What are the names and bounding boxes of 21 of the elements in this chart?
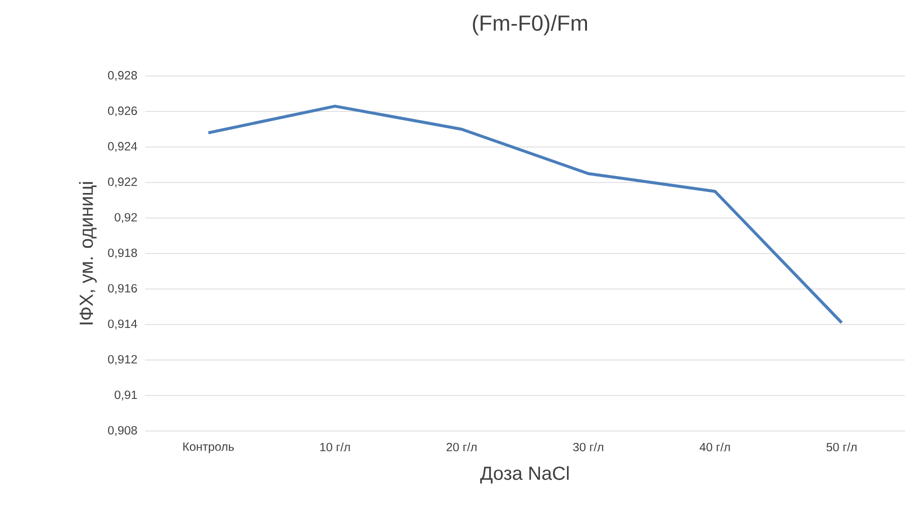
x-tick-label: Контроль bbox=[183, 442, 234, 454]
y-tick-label: 0,908 bbox=[108, 426, 137, 436]
chart-title: (Fm-F0)/Fm bbox=[472, 14, 587, 36]
y-tick-label: 0,912 bbox=[108, 355, 137, 365]
line-series bbox=[206, 104, 844, 324]
y-tick-label: 0,916 bbox=[108, 284, 137, 294]
y-tick-label: 0,926 bbox=[108, 106, 137, 116]
x-tick-label: 20 г/л bbox=[446, 442, 476, 452]
x-tick-label: 40 г/л bbox=[700, 442, 730, 452]
y-axis-title: ІФХ, ум. одиниці bbox=[79, 182, 97, 324]
y-tick-label: 0,92 bbox=[114, 213, 137, 223]
y-tick-label: 0,924 bbox=[108, 142, 138, 152]
y-tick-label: 0,922 bbox=[108, 178, 137, 188]
y-tick-label: 0,914 bbox=[108, 320, 138, 330]
y-tick-label: 0,91 bbox=[114, 390, 137, 400]
y-tick-label: 0,928 bbox=[108, 71, 137, 81]
x-tick-label: 30 г/л bbox=[573, 442, 604, 452]
y-tick-label: 0,918 bbox=[108, 248, 137, 258]
x-axis-title: Доза NaCl bbox=[480, 466, 569, 484]
x-tick-label: 50 г/л bbox=[826, 442, 856, 452]
x-tick-label: 10 г/л bbox=[320, 442, 350, 452]
